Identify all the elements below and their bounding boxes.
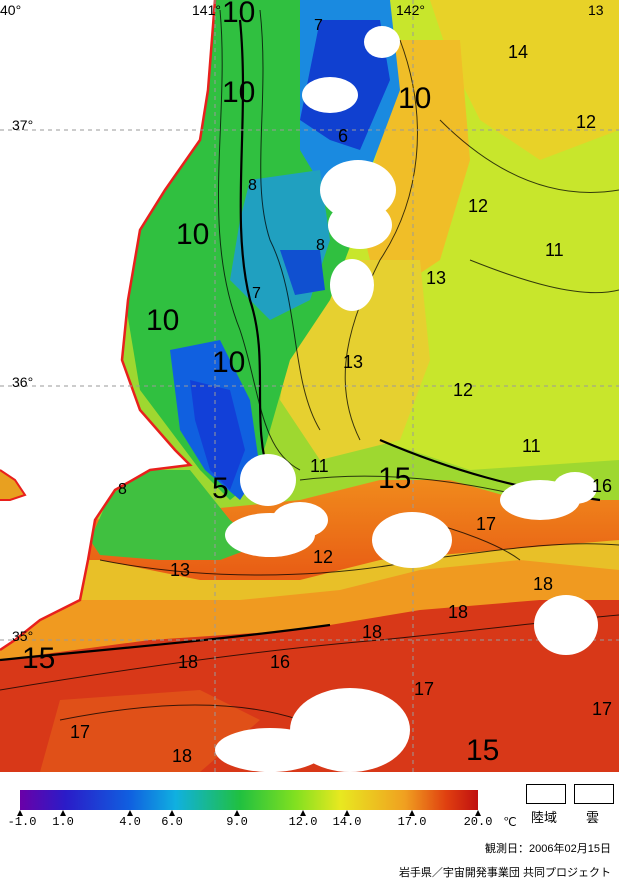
colorbar-tick: 6.0 (161, 815, 183, 829)
sea-zone-5c (190, 380, 245, 490)
cloud-masks (215, 26, 598, 772)
contour-label: 15 (466, 734, 499, 767)
contour-label: 5 (212, 472, 229, 505)
land-honshu (0, 0, 215, 650)
colorbar-ramp (20, 790, 478, 810)
sea-zone-14 (430, 0, 619, 160)
contour-label: 10 (176, 218, 209, 251)
contour-label: 16 (270, 652, 290, 672)
contour-label: 8 (118, 481, 127, 498)
contour-label: 7 (314, 17, 323, 34)
contour-label: 10 (146, 304, 179, 337)
observation-date: 観測日：2006年02月15日 (485, 843, 611, 855)
contour-label: 10 (222, 76, 255, 109)
contour-labels: 10 10 10 10 10 10 15 5 15 15 7 14 6 12 8… (22, 0, 612, 767)
colorbar-tick: 20.0 (463, 815, 493, 829)
lon-label: 40° (0, 2, 22, 18)
contour-label: 17 (414, 679, 434, 699)
cloud-swatch (574, 784, 614, 804)
coastline (0, 0, 217, 652)
sea-tokyo-bay (0, 470, 25, 500)
colorbar-tick: 14.0 (332, 815, 362, 829)
contour-label: 8 (248, 177, 257, 194)
land-swatch (526, 784, 566, 804)
sea-zone-17 (40, 690, 260, 772)
sea-zone-7 (280, 250, 325, 295)
colorbar (17, 790, 481, 816)
lon-label: 13 (588, 2, 604, 18)
cloud-legend-label: 雲 (586, 810, 600, 825)
lat-label: 35° (12, 628, 34, 644)
contour-label: 18 (533, 574, 553, 594)
contour-label: 11 (310, 456, 329, 476)
contour-label: 6 (338, 126, 348, 146)
contour-label: 12 (313, 547, 333, 567)
land-legend-label: 陸域 (531, 810, 558, 825)
contour-label: 18 (448, 602, 468, 622)
sst-map: 10 10 10 10 10 10 15 5 15 15 7 14 6 12 8… (0, 0, 619, 772)
contour-label: 18 (362, 622, 382, 642)
contour-label: 13 (426, 268, 446, 288)
sea-zone-8b (90, 470, 260, 560)
contour-label: 15 (22, 642, 55, 675)
coastline-bay (0, 469, 27, 501)
lon-label: 141° (192, 2, 221, 18)
contour-label: 12 (468, 196, 488, 216)
contour-label: 13 (343, 352, 363, 372)
contour-label: 11 (545, 240, 564, 260)
colorbar-tick: 1.0 (52, 815, 74, 829)
contour-label: 12 (453, 380, 473, 400)
credit-line: 岩手県／宇宙開発事業団 共同プロジェクト (398, 867, 611, 879)
contour-label: 10 (398, 82, 431, 115)
footer (0, 772, 619, 881)
lon-label: 142° (396, 2, 425, 18)
colorbar-tick: 12.0 (288, 815, 318, 829)
contour-label: 16 (592, 476, 612, 496)
contour-label: 13 (170, 560, 190, 580)
colorbar-tick: 17.0 (397, 815, 427, 829)
contour-label: 11 (522, 436, 541, 456)
contour-label: 17 (476, 514, 496, 534)
colorbar-unit: ℃ (503, 816, 517, 830)
contour-label: 7 (252, 285, 261, 302)
contour-label: 17 (70, 722, 90, 742)
contour-label: 10 (222, 0, 255, 29)
contour-label: 15 (378, 462, 411, 495)
contour-label: 10 (212, 346, 245, 379)
colorbar-tick: -1.0 (7, 815, 37, 829)
colorbar-tick: 9.0 (226, 815, 248, 829)
contour-label: 17 (592, 699, 612, 719)
lat-label: 37° (12, 117, 34, 133)
contour-label: 18 (172, 746, 192, 766)
contour-label: 14 (508, 42, 528, 62)
lat-label: 36° (12, 374, 34, 390)
contour-label: 18 (178, 652, 198, 672)
colorbar-tick-marks (17, 810, 481, 816)
contour-label: 8 (316, 237, 325, 254)
contour-label: 12 (576, 112, 596, 132)
graticule (0, 0, 619, 772)
colorbar-tick: 4.0 (119, 815, 141, 829)
